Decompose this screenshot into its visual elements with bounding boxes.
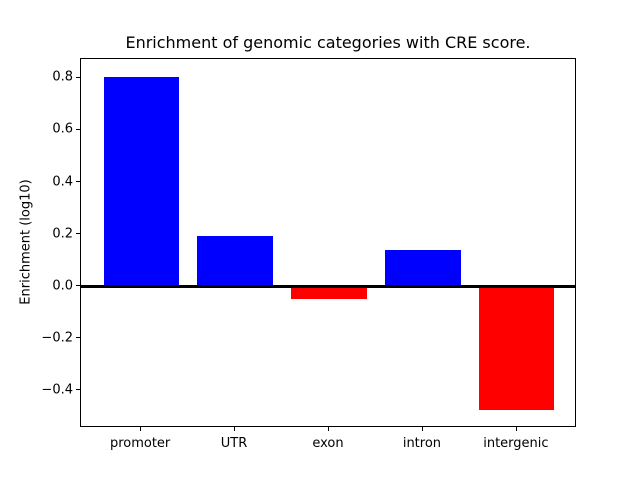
- bar-promoter: [103, 76, 179, 286]
- y-tick-label: 0.2: [52, 226, 73, 241]
- y-tick-label: −0.2: [41, 330, 73, 346]
- x-tick-mark: [421, 427, 423, 431]
- y-tick-label: −0.4: [41, 382, 73, 398]
- bar-UTR: [197, 235, 273, 287]
- y-tick-mark: [76, 181, 80, 182]
- y-tick-label: 0.0: [52, 278, 73, 294]
- y-tick-mark: [76, 233, 80, 234]
- y-tick-label: 0.6: [52, 121, 73, 137]
- x-tick-label-UTR: UTR: [220, 436, 248, 451]
- y-axis-label-text: Enrichment (log10): [18, 179, 34, 305]
- x-tick-mark: [140, 427, 142, 431]
- x-tick-label-intron: intron: [402, 436, 442, 451]
- x-tick-label-promoter: promoter: [109, 436, 171, 451]
- y-tick-mark: [76, 76, 80, 78]
- bar-exon: [291, 286, 367, 300]
- y-tick-label: 0.4: [52, 174, 73, 189]
- y-tick-mark: [76, 128, 80, 130]
- y-tick-mark: [76, 285, 80, 287]
- y-tick-mark: [76, 337, 80, 339]
- y-tick-label: 0.8: [52, 69, 73, 85]
- bar-intron: [385, 250, 461, 287]
- zero-line: [81, 284, 575, 288]
- plot-area: [80, 58, 576, 427]
- x-tick-mark: [515, 427, 517, 431]
- x-tick-label-exon: exon: [312, 436, 344, 451]
- x-tick-mark: [234, 427, 236, 431]
- x-tick-label-intergenic: intergenic: [483, 436, 549, 451]
- y-tick-mark: [76, 389, 80, 391]
- x-tick-mark: [328, 427, 329, 431]
- chart-title: Enrichment of genomic categories with CR…: [125, 33, 531, 52]
- bar-intergenic: [479, 286, 555, 411]
